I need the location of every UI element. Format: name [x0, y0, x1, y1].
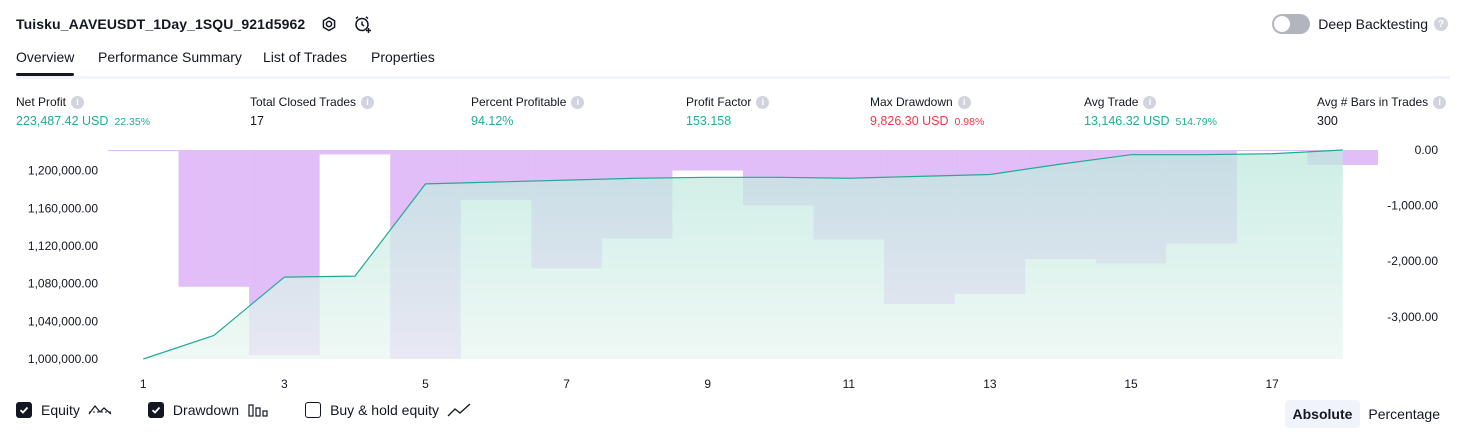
metric-label: Avg Trade	[1084, 95, 1139, 109]
y2-axis-tick-label: -3,000.00	[1387, 310, 1438, 324]
x-axis-tick-label: 9	[704, 377, 711, 391]
metric-max-drawdown: Max Drawdown i 9,826.30 USD 0.98%	[870, 94, 984, 128]
tab-overview[interactable]: Overview	[16, 49, 75, 76]
info-icon[interactable]: i	[71, 95, 85, 109]
x-axis-tick-label: 11	[843, 377, 856, 391]
legend-equity[interactable]: Equity	[16, 402, 112, 418]
metric-label: Net Profit	[16, 95, 67, 109]
y2-axis-tick-label: 0.00	[1415, 143, 1439, 157]
scale-mode-switch: Absolute Percentage	[1284, 400, 1449, 428]
metric-label: Total Closed Trades	[250, 95, 357, 109]
metric-value: 300	[1317, 114, 1338, 128]
x-axis-tick-label: 15	[1124, 377, 1138, 391]
info-icon[interactable]: i	[361, 95, 375, 109]
info-icon[interactable]: i	[756, 95, 770, 109]
legend-buy-hold[interactable]: Buy & hold equity	[305, 402, 471, 418]
legend-drawdown[interactable]: Drawdown	[147, 402, 269, 418]
percentage-button[interactable]: Percentage	[1368, 406, 1440, 422]
metric-avg-trade: Avg Trade i 13,146.32 USD 514.79%	[1084, 94, 1217, 128]
drawdown-bar	[178, 150, 250, 287]
y-axis-tick-label: 1,160,000.00	[28, 201, 98, 215]
equity-area	[143, 150, 1343, 359]
metric-value: 13,146.32 USD	[1084, 114, 1170, 128]
add-alert-icon[interactable]	[353, 14, 373, 34]
equity-line	[143, 149, 1343, 360]
metric-label: Avg # Bars in Trades	[1317, 95, 1429, 109]
metric-value: 17	[250, 114, 264, 128]
metric-total-closed-trades: Total Closed Trades i 17	[250, 94, 375, 128]
metric-value: 153.158	[686, 114, 732, 128]
gear-icon[interactable]	[319, 14, 339, 34]
metric-percent: 0.98%	[954, 116, 985, 128]
metric-percent: 514.79%	[1175, 116, 1217, 128]
drawdown-checkbox[interactable]	[147, 402, 164, 418]
help-icon[interactable]: ?	[1434, 17, 1448, 31]
legend-label: Drawdown	[172, 402, 240, 418]
metric-label: Max Drawdown	[870, 95, 953, 109]
x-axis-tick-label: 5	[422, 377, 429, 391]
metric-value: 94.12%	[471, 114, 514, 128]
x-axis-tick-label: 7	[563, 377, 570, 391]
drawdown-bar	[1236, 150, 1308, 151]
metric-label: Profit Factor	[686, 95, 752, 109]
drawdown-bar	[672, 150, 743, 171]
tab-performance-summary[interactable]: Performance Summary	[98, 49, 242, 65]
y-axis-tick-label: 1,120,000.00	[28, 239, 98, 253]
x-axis-tick-label: 3	[281, 377, 288, 391]
trend-line-icon	[447, 402, 471, 418]
equity-checkbox[interactable]	[16, 402, 32, 418]
metric-percent: 22.35%	[114, 116, 151, 128]
chart-legend: Equity Drawdown Buy & hold equity	[16, 402, 507, 418]
x-axis-tick-label: 17	[1265, 377, 1279, 391]
strategy-title: Tuisku_AAVEUSDT_1Day_1SQU_921d5962	[16, 16, 306, 32]
strategy-header: Tuisku_AAVEUSDT_1Day_1SQU_921d5962	[16, 12, 373, 36]
x-axis-tick-label: 13	[983, 377, 997, 391]
info-icon[interactable]: i	[1433, 95, 1447, 109]
equity-drawdown-chart[interactable]: 1,200,000.00 1,160,000.00 1,120,000.00 1,08…	[0, 140, 1466, 396]
tab-properties[interactable]: Properties	[371, 49, 435, 65]
info-icon[interactable]: i	[1143, 95, 1157, 109]
absolute-button[interactable]: Absolute	[1284, 400, 1361, 428]
metric-percent-profitable: Percent Profitable i 94.12%	[471, 94, 585, 128]
bars-icon	[247, 402, 269, 418]
y-axis-tick-label: 1,200,000.00	[28, 164, 98, 178]
x-axis-tick-label: 1	[140, 377, 147, 391]
deep-backtesting: Deep Backtesting ?	[1272, 12, 1448, 36]
deep-backtesting-label: Deep Backtesting	[1318, 16, 1428, 32]
metric-label: Percent Profitable	[471, 95, 567, 109]
legend-label: Equity	[41, 402, 80, 418]
y-axis-tick-label: 1,080,000.00	[28, 277, 98, 291]
y-axis-tick-label: 1,040,000.00	[28, 314, 98, 328]
info-icon[interactable]: i	[957, 95, 971, 109]
toggle-knob	[1274, 16, 1291, 32]
metric-profit-factor: Profit Factor i 153.158	[686, 94, 770, 128]
metric-value: 223,487.42 USD	[16, 114, 109, 128]
metric-value: 9,826.30 USD	[870, 114, 949, 128]
equity-line-icon	[88, 402, 112, 418]
drawdown-bar	[108, 150, 179, 152]
drawdown-bar	[319, 150, 391, 155]
tab-bar: Overview Performance Summary List of Tra…	[16, 44, 1450, 79]
metric-avg-bars-in-trades: Avg # Bars in Trades i 300	[1317, 94, 1447, 128]
buy-hold-checkbox[interactable]	[305, 402, 322, 418]
tab-list-of-trades[interactable]: List of Trades	[263, 49, 348, 65]
y2-axis-tick-label: -2,000.00	[1387, 254, 1438, 268]
y2-axis-tick-label: -1,000.00	[1387, 199, 1438, 213]
y-axis-tick-label: 1,000,000.00	[28, 352, 98, 366]
legend-label: Buy & hold equity	[330, 402, 440, 418]
deep-backtesting-toggle[interactable]	[1272, 14, 1311, 34]
info-icon[interactable]: i	[571, 95, 585, 109]
metric-net-profit: Net Profit i 223,487.42 USD 22.35%	[16, 94, 150, 128]
